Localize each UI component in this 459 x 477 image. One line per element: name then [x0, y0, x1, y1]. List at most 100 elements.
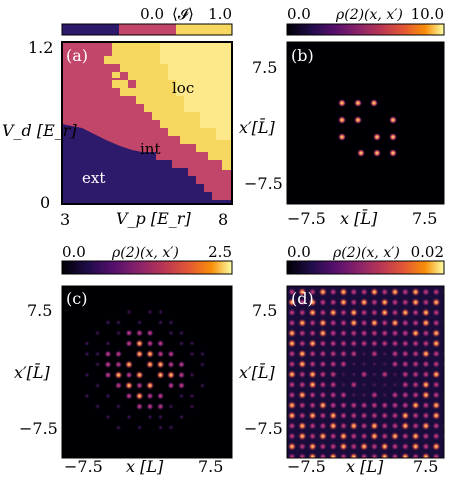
density-peak — [360, 360, 368, 368]
density-peak — [166, 370, 176, 380]
density-peak — [318, 442, 327, 451]
density-peak — [401, 432, 410, 441]
density-peak — [411, 318, 420, 327]
density-peak — [287, 370, 297, 379]
density-peak — [389, 149, 397, 157]
density-peak — [156, 339, 165, 348]
density-peak — [114, 360, 123, 369]
density-peak — [339, 308, 348, 317]
xlabel-c: x [L̄] — [126, 455, 164, 476]
density-peak — [360, 411, 369, 420]
density-peak — [328, 308, 338, 317]
density-peak — [432, 391, 441, 399]
density-peak — [287, 442, 297, 451]
density-peak — [431, 370, 441, 379]
density-peak — [390, 287, 400, 297]
colorbar-d-min: 0.0 — [287, 243, 311, 261]
density-peak — [391, 442, 399, 451]
density-peak — [308, 452, 317, 458]
density-peak — [391, 298, 399, 307]
density-peak — [329, 349, 338, 358]
density-peak — [308, 370, 317, 379]
density-peak — [136, 319, 143, 326]
density-peak — [105, 393, 111, 399]
density-peak — [357, 149, 365, 157]
ytick-d-top: 7.5 — [252, 301, 277, 320]
ytick-c-bottom: −7.5 — [19, 419, 58, 438]
density-peak — [431, 339, 441, 348]
density-peak — [288, 432, 296, 441]
density-peak — [421, 288, 430, 296]
density-peak — [156, 370, 165, 380]
density-peak — [370, 381, 378, 389]
ytick-c-top: 7.5 — [27, 301, 52, 320]
density-peak — [432, 432, 441, 441]
density-peak — [411, 442, 420, 451]
density-peak — [380, 288, 389, 296]
density-peak — [380, 442, 390, 451]
density-peak — [288, 452, 296, 458]
xlabel-a: V_p [E_r] — [116, 209, 191, 228]
density-peak — [391, 391, 399, 399]
density-peak — [308, 380, 317, 390]
colorbar-d-max: 0.02 — [411, 243, 444, 261]
density-peak — [411, 391, 420, 399]
density-peak — [401, 442, 410, 451]
density-peak — [391, 411, 399, 420]
density-peak — [156, 392, 165, 400]
density-peak — [114, 381, 123, 390]
density-peak — [94, 403, 101, 410]
density-peaks-b — [338, 99, 397, 157]
density-peak — [126, 309, 132, 315]
density-peak — [349, 349, 358, 358]
density-peak — [391, 401, 399, 410]
density-peak — [297, 287, 307, 297]
density-peak — [318, 411, 327, 420]
density-peak — [125, 392, 133, 400]
density-peak — [288, 349, 296, 358]
density-peak — [401, 380, 410, 389]
density-peak — [442, 422, 444, 430]
density-peak — [308, 432, 317, 441]
density-peak — [442, 288, 444, 296]
density-peak — [349, 318, 359, 328]
density-peak — [391, 308, 399, 317]
density-map-c — [62, 286, 232, 458]
density-peak — [380, 329, 389, 338]
density-peak — [432, 318, 441, 327]
colorbar-c-max: 2.5 — [208, 243, 232, 261]
density-peak — [421, 308, 431, 317]
xtick-d-right: 7.5 — [413, 457, 438, 476]
ytick-a-top: 1.2 — [28, 38, 53, 57]
density-peak — [145, 360, 155, 369]
density-peak — [318, 308, 327, 317]
density-peak — [298, 411, 307, 420]
density-peak — [329, 329, 338, 338]
density-peak — [432, 308, 441, 317]
colorbar-b-max: 10.0 — [411, 5, 444, 23]
region-loc-label: loc — [172, 79, 194, 97]
density-peak — [349, 308, 359, 317]
density-peak — [411, 380, 420, 389]
density-peak — [442, 319, 444, 327]
density-peak — [339, 339, 348, 348]
ylabel-a: V_d [E_r] — [2, 121, 77, 140]
ytick-a-bottom: 0 — [40, 193, 50, 212]
density-peak — [401, 329, 410, 338]
density-peak — [318, 328, 328, 338]
density-peak — [146, 402, 154, 411]
density-peak — [350, 370, 358, 378]
density-peak — [146, 392, 154, 400]
density-peak — [349, 411, 358, 420]
panel-a-label: (a) — [66, 46, 88, 65]
density-peak — [84, 351, 90, 357]
density-peak — [329, 318, 338, 327]
ytick-b-top: 7.5 — [252, 58, 277, 77]
density-peak — [297, 390, 307, 400]
density-peak — [370, 318, 379, 328]
density-peak — [370, 329, 379, 338]
density-peak — [298, 370, 307, 379]
density-peak — [298, 339, 307, 348]
density-peak — [359, 297, 369, 307]
density-peak — [157, 414, 164, 420]
